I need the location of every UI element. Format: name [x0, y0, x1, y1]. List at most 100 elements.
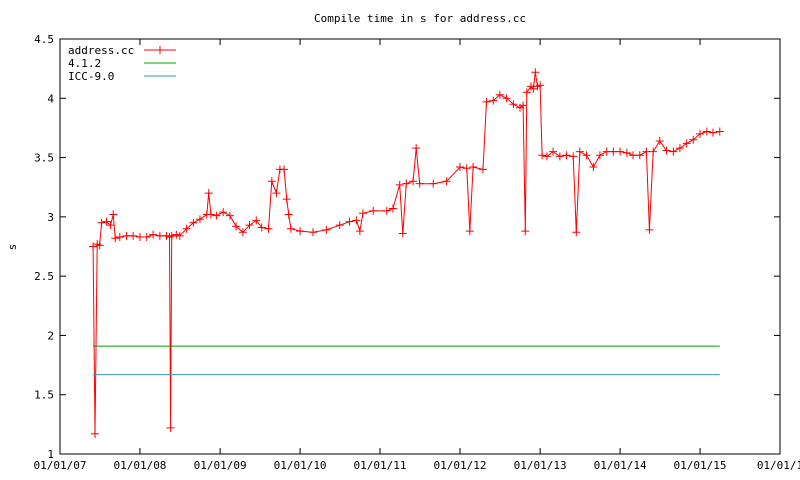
- series-address-cc: [89, 68, 724, 438]
- data-point: [629, 151, 638, 160]
- data-point: [257, 223, 266, 232]
- legend-label: ICC-9.0: [68, 70, 114, 83]
- data-point: [245, 221, 254, 230]
- data-point: [616, 147, 625, 156]
- y-tick-label: 1.5: [34, 389, 54, 402]
- data-point: [708, 128, 717, 137]
- data-point: [284, 210, 293, 219]
- data-point: [521, 227, 530, 236]
- data-point: [549, 147, 558, 156]
- data-point: [388, 204, 397, 213]
- y-tick-label: 3: [47, 211, 54, 224]
- data-point: [252, 216, 261, 225]
- x-tick-label: 01/01/14: [594, 459, 647, 472]
- data-point: [129, 231, 138, 240]
- data-point: [264, 224, 273, 233]
- data-point: [412, 144, 421, 153]
- data-point: [97, 218, 106, 227]
- data-point: [595, 151, 604, 160]
- data-point: [696, 129, 705, 138]
- data-point: [582, 151, 591, 160]
- data-point: [655, 136, 664, 145]
- data-point: [267, 177, 276, 186]
- data-point: [495, 90, 504, 99]
- data-point: [272, 189, 281, 198]
- x-tick-label: 01/01/10: [274, 459, 327, 472]
- data-point: [135, 233, 144, 242]
- y-tick-label: 2.5: [34, 270, 54, 283]
- data-point: [115, 233, 124, 242]
- data-point: [106, 221, 115, 230]
- axes-layer: 1 1.5 2 2.5 3 3.5 4 4.5 01/01/07 01/01/08 01/01/09…: [34, 33, 800, 472]
- data-point: [555, 152, 564, 161]
- data-point: [172, 230, 181, 239]
- data-point: [642, 147, 651, 156]
- data-point: [238, 228, 247, 237]
- data-point: [689, 135, 698, 144]
- legend-label: 4.1.2: [68, 57, 101, 70]
- data-point: [345, 217, 354, 226]
- data-point: [369, 206, 378, 215]
- x-tick-label: 01/01/08: [113, 459, 166, 472]
- data-point: [355, 227, 364, 236]
- data-point: [465, 227, 474, 236]
- data-point: [286, 224, 295, 233]
- data-point: [529, 84, 538, 93]
- data-point: [519, 101, 528, 110]
- data-point: [609, 147, 618, 156]
- data-point: [382, 206, 391, 215]
- data-point: [308, 228, 317, 237]
- x-tick-label: 01/01/07: [34, 459, 87, 472]
- data-point: [142, 233, 151, 242]
- data-point: [462, 164, 471, 173]
- data-point: [562, 151, 571, 160]
- data-point: [455, 163, 464, 172]
- x-tick-label: 01/01/13: [514, 459, 567, 472]
- data-point: [429, 179, 438, 188]
- data-point: [395, 180, 404, 189]
- data-point: [212, 211, 221, 220]
- data-point: [102, 217, 111, 226]
- data-point: [675, 144, 684, 153]
- data-point: [95, 241, 104, 250]
- y-axis-label: s: [6, 244, 19, 251]
- data-point: [575, 147, 584, 156]
- data-point: [649, 147, 658, 156]
- data-point: [91, 429, 100, 438]
- data-point: [715, 127, 724, 136]
- data-point: [282, 195, 291, 204]
- x-tick-label: 01/01/11: [354, 459, 407, 472]
- data-point: [645, 225, 654, 234]
- series-layer: [89, 68, 724, 438]
- y-tick-label: 3.5: [34, 152, 54, 165]
- data-point: [402, 179, 411, 188]
- data-point: [531, 68, 540, 77]
- data-point: [682, 139, 691, 148]
- data-point: [635, 151, 644, 160]
- data-point: [195, 215, 204, 224]
- data-point: [489, 96, 498, 105]
- data-point: [296, 227, 305, 236]
- data-point: [175, 231, 184, 240]
- data-point: [182, 224, 191, 233]
- legend-marker: [156, 46, 164, 54]
- data-point: [542, 152, 551, 161]
- data-point: [536, 81, 545, 90]
- data-point: [335, 221, 344, 230]
- data-point: [280, 165, 289, 174]
- x-tick-label: 01/01/15: [674, 459, 727, 472]
- data-point: [415, 179, 424, 188]
- data-point: [352, 216, 361, 225]
- data-point: [409, 177, 418, 186]
- data-point: [502, 94, 511, 103]
- data-point: [358, 209, 367, 218]
- data-point: [398, 229, 407, 238]
- data-point: [442, 177, 451, 186]
- data-point: [204, 189, 213, 198]
- data-point: [206, 210, 215, 219]
- data-point: [111, 234, 120, 243]
- data-point: [219, 208, 228, 217]
- y-tick-label: 1: [47, 448, 54, 461]
